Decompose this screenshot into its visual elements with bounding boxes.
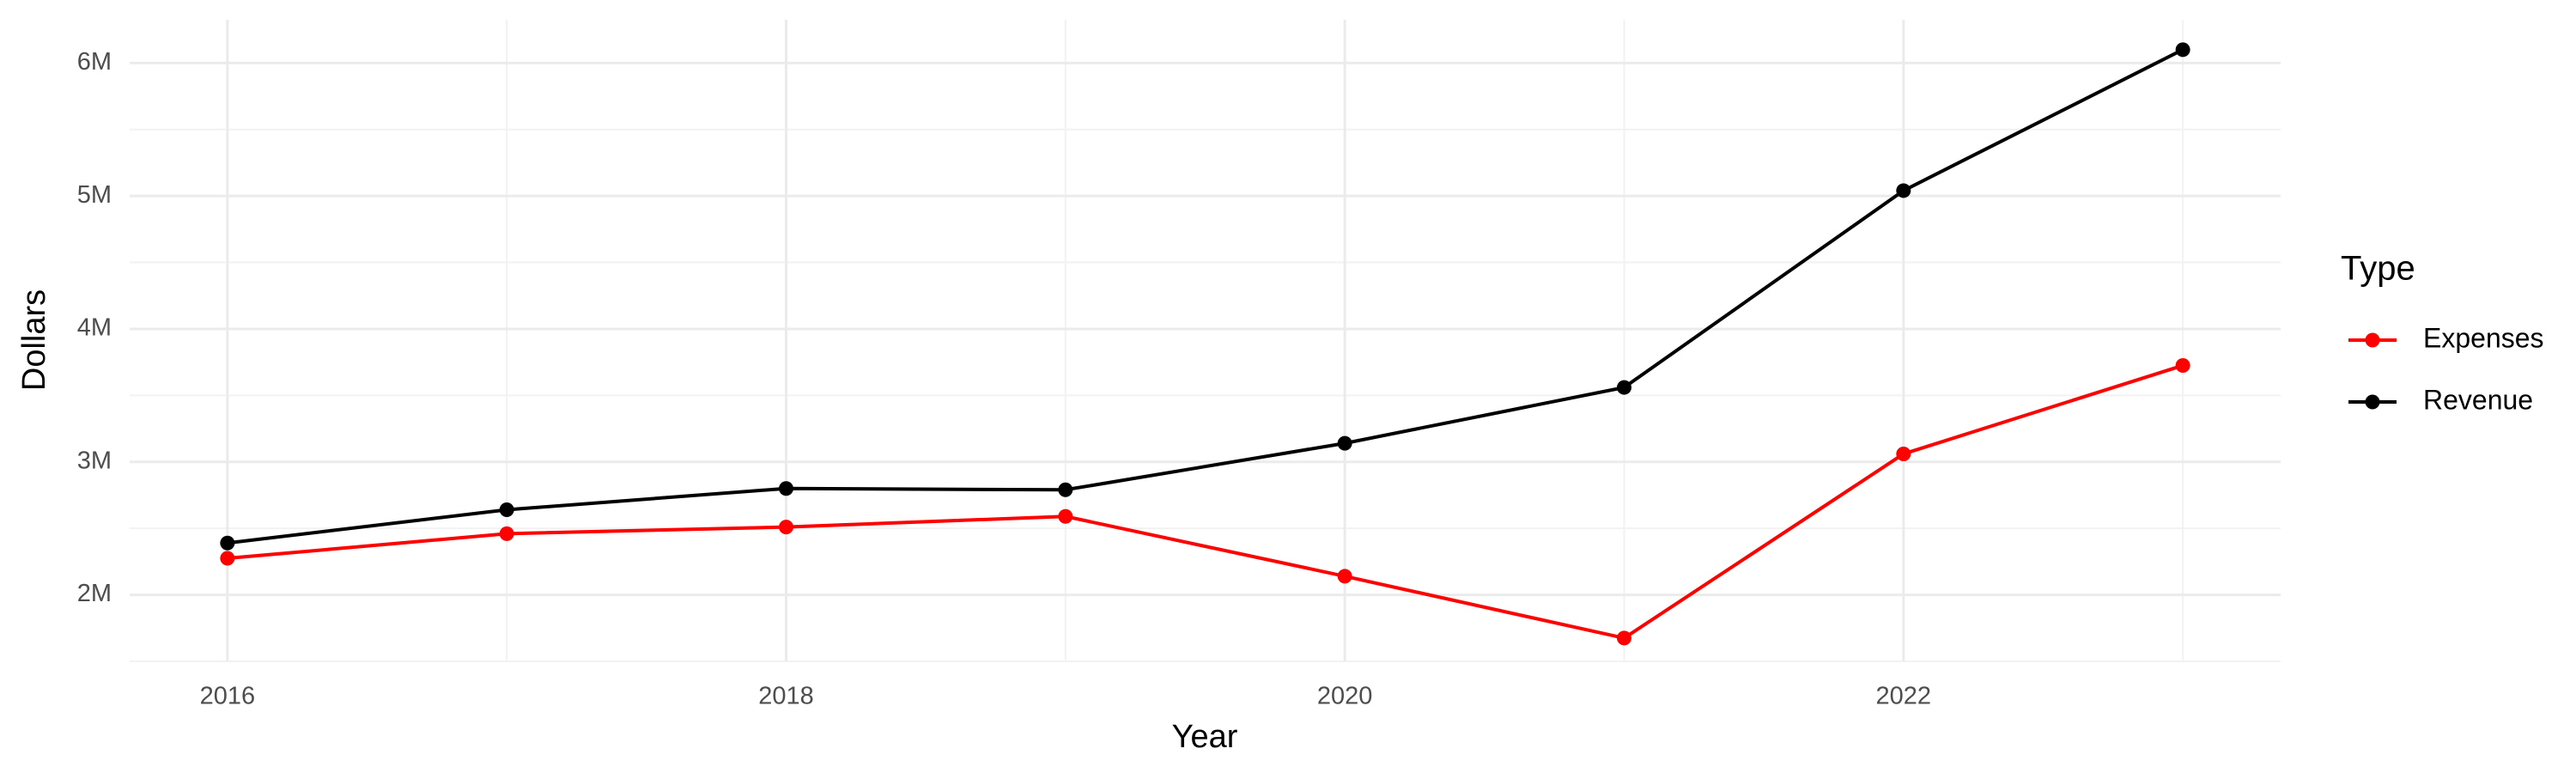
point <box>499 526 514 541</box>
legend-point <box>2365 332 2380 348</box>
point <box>1616 630 1631 646</box>
legend-label: Revenue <box>2423 384 2533 415</box>
point <box>1896 183 1911 198</box>
y-tick-label: 5M <box>77 181 112 209</box>
point <box>1337 569 1352 584</box>
point <box>1337 435 1352 451</box>
grid <box>130 20 2281 662</box>
x-tick-label: 2020 <box>1317 683 1373 710</box>
x-tick-label: 2022 <box>1876 683 1932 710</box>
point <box>1616 380 1631 395</box>
y-tick-label: 2M <box>77 580 112 607</box>
legend-title: Type <box>2341 250 2415 288</box>
x-tick-label: 2016 <box>200 683 256 710</box>
line <box>227 363 2184 641</box>
point <box>499 502 514 518</box>
point <box>2175 42 2190 58</box>
legend-point <box>2365 394 2380 410</box>
y-tick-label: 6M <box>77 48 112 76</box>
point <box>220 535 235 551</box>
point <box>1896 446 1911 461</box>
x-axis-title: Year <box>1172 719 1238 755</box>
point <box>1058 482 1073 497</box>
series <box>220 42 2190 551</box>
y-tick-label: 3M <box>77 447 112 474</box>
line <box>227 48 2184 545</box>
point <box>779 520 794 535</box>
point <box>779 481 794 496</box>
y-tick-label: 4M <box>77 314 112 342</box>
point <box>2175 358 2190 374</box>
point <box>220 551 235 566</box>
y-axis-title: Dollars <box>16 289 52 391</box>
point <box>1058 508 1073 524</box>
legend-label: Expenses <box>2423 322 2544 353</box>
series <box>220 358 2190 646</box>
x-tick-label: 2018 <box>758 683 814 710</box>
